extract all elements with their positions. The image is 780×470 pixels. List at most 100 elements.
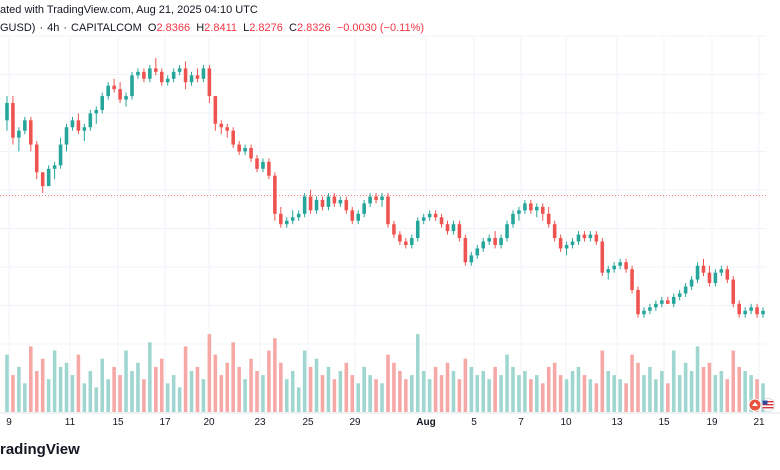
volume-bar bbox=[761, 383, 765, 412]
x-tick-label: 23 bbox=[254, 417, 266, 428]
volume-bar bbox=[249, 358, 253, 412]
volume-bar bbox=[683, 362, 688, 412]
candle-body bbox=[189, 75, 194, 83]
candle-body bbox=[332, 196, 337, 204]
candle-body bbox=[165, 78, 170, 83]
candle-body bbox=[320, 199, 325, 207]
volume-bar bbox=[600, 350, 605, 412]
x-tick-label: Aug bbox=[416, 417, 435, 428]
candle-body bbox=[17, 130, 21, 138]
volume-bar bbox=[564, 379, 569, 412]
volume-bar bbox=[487, 379, 491, 412]
candle-body bbox=[612, 265, 616, 270]
candle-body bbox=[368, 196, 372, 204]
candle-body bbox=[392, 224, 396, 235]
candle-body bbox=[356, 213, 360, 221]
volume-bar bbox=[338, 371, 343, 412]
candle-body bbox=[475, 248, 480, 256]
volume-bar bbox=[731, 350, 736, 412]
candle-body bbox=[433, 213, 438, 218]
volume-bar bbox=[29, 346, 33, 412]
candle-body bbox=[463, 238, 468, 263]
interval[interactable]: 4h bbox=[47, 22, 60, 34]
candle-body bbox=[148, 68, 152, 79]
candle-body bbox=[302, 196, 307, 214]
candle-body bbox=[594, 234, 599, 242]
candle-body bbox=[683, 286, 688, 294]
candle-body bbox=[52, 165, 57, 169]
candle-body bbox=[600, 241, 605, 273]
grid-layer bbox=[0, 35, 766, 412]
candle-body bbox=[130, 75, 134, 97]
volume-bar bbox=[743, 371, 747, 412]
volume-bar bbox=[5, 354, 9, 412]
candle-body bbox=[142, 71, 146, 79]
volume-bar bbox=[576, 366, 581, 412]
candle-body bbox=[350, 210, 355, 221]
volume-bar bbox=[725, 379, 730, 412]
volume-bar bbox=[302, 350, 307, 412]
x-tick-label: 17 bbox=[159, 417, 171, 428]
candle-body bbox=[630, 269, 634, 290]
x-tick-label: 15 bbox=[112, 417, 124, 428]
candle-body bbox=[344, 199, 349, 211]
volume-bar bbox=[665, 383, 670, 412]
candle-body bbox=[261, 161, 265, 169]
volume-bar bbox=[695, 346, 700, 412]
close-value: 2.8326 bbox=[296, 22, 331, 34]
tradingview-logo[interactable]: radingView bbox=[0, 441, 80, 458]
volume-bar bbox=[499, 375, 503, 412]
volume-bar bbox=[213, 354, 218, 412]
volume-bar bbox=[314, 358, 319, 412]
volume-bar bbox=[261, 375, 265, 412]
candle-body bbox=[517, 210, 521, 214]
candle-body bbox=[642, 310, 646, 315]
volume-bar bbox=[112, 366, 116, 412]
candle-body bbox=[665, 300, 670, 304]
volume-bar bbox=[154, 366, 158, 412]
candle-body bbox=[707, 272, 712, 284]
candle-body bbox=[731, 279, 736, 304]
volume-bar bbox=[749, 375, 753, 412]
volume-bar bbox=[463, 358, 468, 412]
volume-bar bbox=[52, 350, 57, 412]
volume-bar bbox=[100, 358, 105, 412]
volume-bar bbox=[362, 366, 366, 412]
volume-bar bbox=[529, 379, 533, 412]
volume-bar bbox=[511, 366, 515, 412]
candle-body bbox=[487, 238, 491, 242]
candle-body bbox=[183, 68, 188, 83]
volume-bar bbox=[171, 375, 176, 412]
candle-body bbox=[588, 234, 593, 239]
volume-bar bbox=[82, 383, 87, 412]
candle-body bbox=[284, 220, 289, 225]
x-tick-label: 11 bbox=[65, 417, 76, 428]
candle-body bbox=[243, 148, 247, 152]
candle-body bbox=[267, 161, 271, 176]
candle-body bbox=[207, 68, 212, 97]
symbol-legend: GUSD) · 4h · CAPITALCOM O2.8366 H2.8411 L2.8… bbox=[0, 22, 425, 34]
volume-bar bbox=[523, 371, 527, 412]
candle-body bbox=[308, 196, 313, 211]
volume-bar bbox=[677, 375, 682, 412]
candle-body bbox=[737, 303, 741, 315]
volume-bar bbox=[642, 375, 646, 412]
candle-body bbox=[755, 307, 759, 315]
volume-bar bbox=[689, 371, 694, 412]
volume-bar bbox=[630, 354, 634, 412]
candle-body bbox=[159, 71, 164, 83]
volume-bar bbox=[433, 366, 438, 412]
symbol-name[interactable]: GUSD) bbox=[0, 22, 36, 34]
candle-body bbox=[624, 262, 628, 270]
candle-body bbox=[70, 120, 75, 128]
candle-body bbox=[171, 71, 176, 79]
candle-body bbox=[695, 265, 700, 280]
time-axis: 9 11 15 17 20 23 25 29 Aug 5 7 10 13 15 19 21 bbox=[0, 412, 780, 428]
volume-bar bbox=[517, 375, 521, 412]
candle-body bbox=[618, 262, 622, 266]
candle-body bbox=[177, 68, 182, 72]
volume-bar bbox=[606, 371, 611, 412]
volume-bar bbox=[94, 387, 99, 412]
volume-bar bbox=[410, 375, 414, 412]
